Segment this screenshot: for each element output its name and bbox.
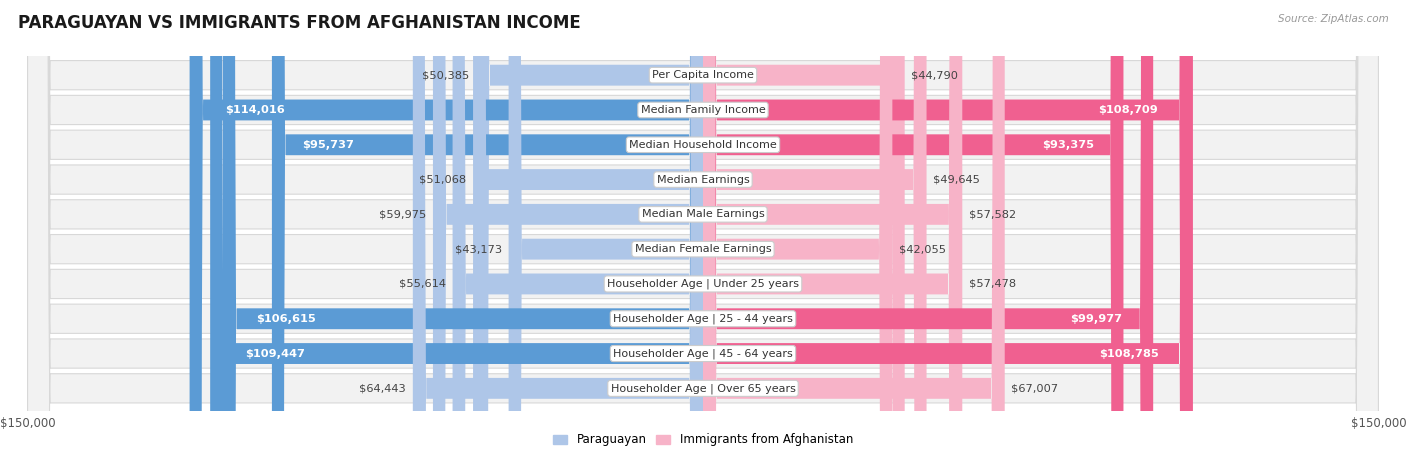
Text: Householder Age | 25 - 44 years: Householder Age | 25 - 44 years [613, 313, 793, 324]
Text: $44,790: $44,790 [911, 70, 959, 80]
FancyBboxPatch shape [28, 0, 1378, 467]
FancyBboxPatch shape [703, 0, 893, 467]
Text: Median Earnings: Median Earnings [657, 175, 749, 184]
FancyBboxPatch shape [477, 0, 703, 467]
FancyBboxPatch shape [703, 0, 904, 467]
FancyBboxPatch shape [28, 0, 1378, 467]
Text: $106,615: $106,615 [256, 314, 316, 324]
FancyBboxPatch shape [703, 0, 1192, 467]
FancyBboxPatch shape [224, 0, 703, 467]
FancyBboxPatch shape [271, 0, 703, 467]
FancyBboxPatch shape [703, 0, 927, 467]
FancyBboxPatch shape [413, 0, 703, 467]
Text: $55,614: $55,614 [399, 279, 446, 289]
Text: $57,478: $57,478 [969, 279, 1015, 289]
Text: $50,385: $50,385 [422, 70, 470, 80]
Text: $99,977: $99,977 [1070, 314, 1122, 324]
FancyBboxPatch shape [472, 0, 703, 467]
Text: $108,709: $108,709 [1098, 105, 1159, 115]
Text: Source: ZipAtlas.com: Source: ZipAtlas.com [1278, 14, 1389, 24]
FancyBboxPatch shape [703, 0, 1123, 467]
Text: $42,055: $42,055 [898, 244, 946, 254]
FancyBboxPatch shape [433, 0, 703, 467]
Text: Householder Age | Over 65 years: Householder Age | Over 65 years [610, 383, 796, 394]
Text: $114,016: $114,016 [225, 105, 285, 115]
FancyBboxPatch shape [190, 0, 703, 467]
Text: Median Male Earnings: Median Male Earnings [641, 209, 765, 219]
Text: Median Household Income: Median Household Income [628, 140, 778, 150]
FancyBboxPatch shape [28, 0, 1378, 467]
FancyBboxPatch shape [453, 0, 703, 467]
FancyBboxPatch shape [28, 0, 1378, 467]
FancyBboxPatch shape [703, 0, 962, 467]
Text: $59,975: $59,975 [380, 209, 426, 219]
FancyBboxPatch shape [703, 0, 1005, 467]
Legend: Paraguayan, Immigrants from Afghanistan: Paraguayan, Immigrants from Afghanistan [548, 429, 858, 451]
FancyBboxPatch shape [703, 0, 1192, 467]
FancyBboxPatch shape [28, 0, 1378, 467]
FancyBboxPatch shape [28, 0, 1378, 467]
Text: Median Female Earnings: Median Female Earnings [634, 244, 772, 254]
Text: $57,582: $57,582 [969, 209, 1017, 219]
Text: Householder Age | 45 - 64 years: Householder Age | 45 - 64 years [613, 348, 793, 359]
FancyBboxPatch shape [28, 0, 1378, 467]
Text: $51,068: $51,068 [419, 175, 467, 184]
FancyBboxPatch shape [209, 0, 703, 467]
Text: Householder Age | Under 25 years: Householder Age | Under 25 years [607, 279, 799, 289]
Text: $64,443: $64,443 [360, 383, 406, 393]
FancyBboxPatch shape [28, 0, 1378, 467]
Text: $49,645: $49,645 [934, 175, 980, 184]
FancyBboxPatch shape [703, 0, 1153, 467]
Text: $95,737: $95,737 [302, 140, 354, 150]
FancyBboxPatch shape [28, 0, 1378, 467]
Text: $93,375: $93,375 [1042, 140, 1094, 150]
Text: $109,447: $109,447 [245, 348, 305, 359]
Text: $43,173: $43,173 [454, 244, 502, 254]
Text: Median Family Income: Median Family Income [641, 105, 765, 115]
Text: PARAGUAYAN VS IMMIGRANTS FROM AFGHANISTAN INCOME: PARAGUAYAN VS IMMIGRANTS FROM AFGHANISTA… [18, 14, 581, 32]
FancyBboxPatch shape [703, 0, 962, 467]
FancyBboxPatch shape [509, 0, 703, 467]
FancyBboxPatch shape [28, 0, 1378, 467]
Text: Per Capita Income: Per Capita Income [652, 70, 754, 80]
Text: $67,007: $67,007 [1011, 383, 1059, 393]
Text: $108,785: $108,785 [1099, 348, 1159, 359]
